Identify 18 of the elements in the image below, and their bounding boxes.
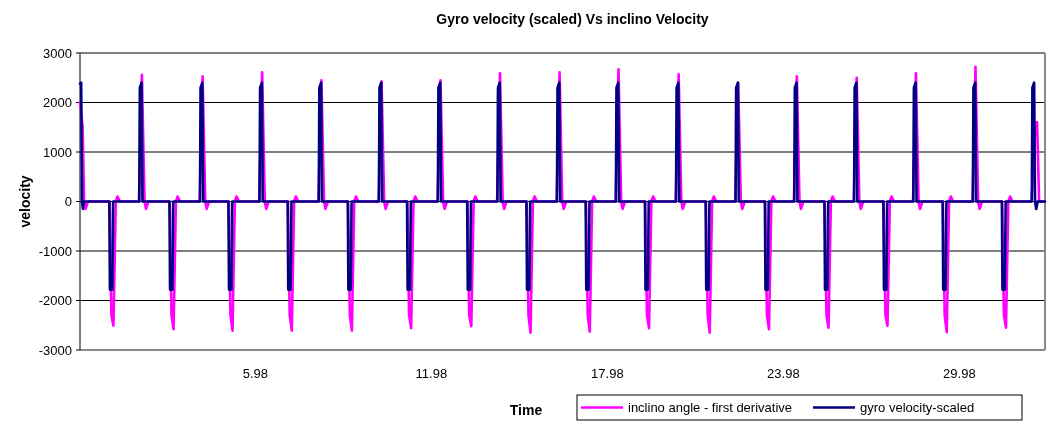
line-series — [78, 81, 1047, 291]
x-axis-title: Time — [509, 402, 543, 418]
legend-label: inclino angle - first derivative — [628, 400, 793, 416]
y-tick-label: 3000 — [43, 45, 72, 61]
y-tick-label: -3000 — [38, 342, 72, 358]
x-tick-label: 29.98 — [943, 366, 976, 381]
x-tick-label: 17.98 — [591, 366, 624, 381]
y-tick-label: 2000 — [43, 95, 72, 111]
legend-label: gyro velocity-scaled — [860, 400, 975, 416]
y-tick-label: 1000 — [43, 144, 72, 160]
x-tick-label: 11.98 — [415, 366, 448, 381]
y-tick-label: 0 — [64, 194, 72, 210]
x-tick-label: 5.98 — [242, 366, 269, 381]
y-tick-label: -2000 — [38, 293, 72, 309]
chart-title: Gyro velocity (scaled) Vs inclino Velocity — [436, 11, 709, 27]
y-axis-title: velocity — [17, 175, 33, 228]
x-tick-label: 23.98 — [767, 366, 800, 381]
y-tick-label: -1000 — [38, 243, 72, 259]
